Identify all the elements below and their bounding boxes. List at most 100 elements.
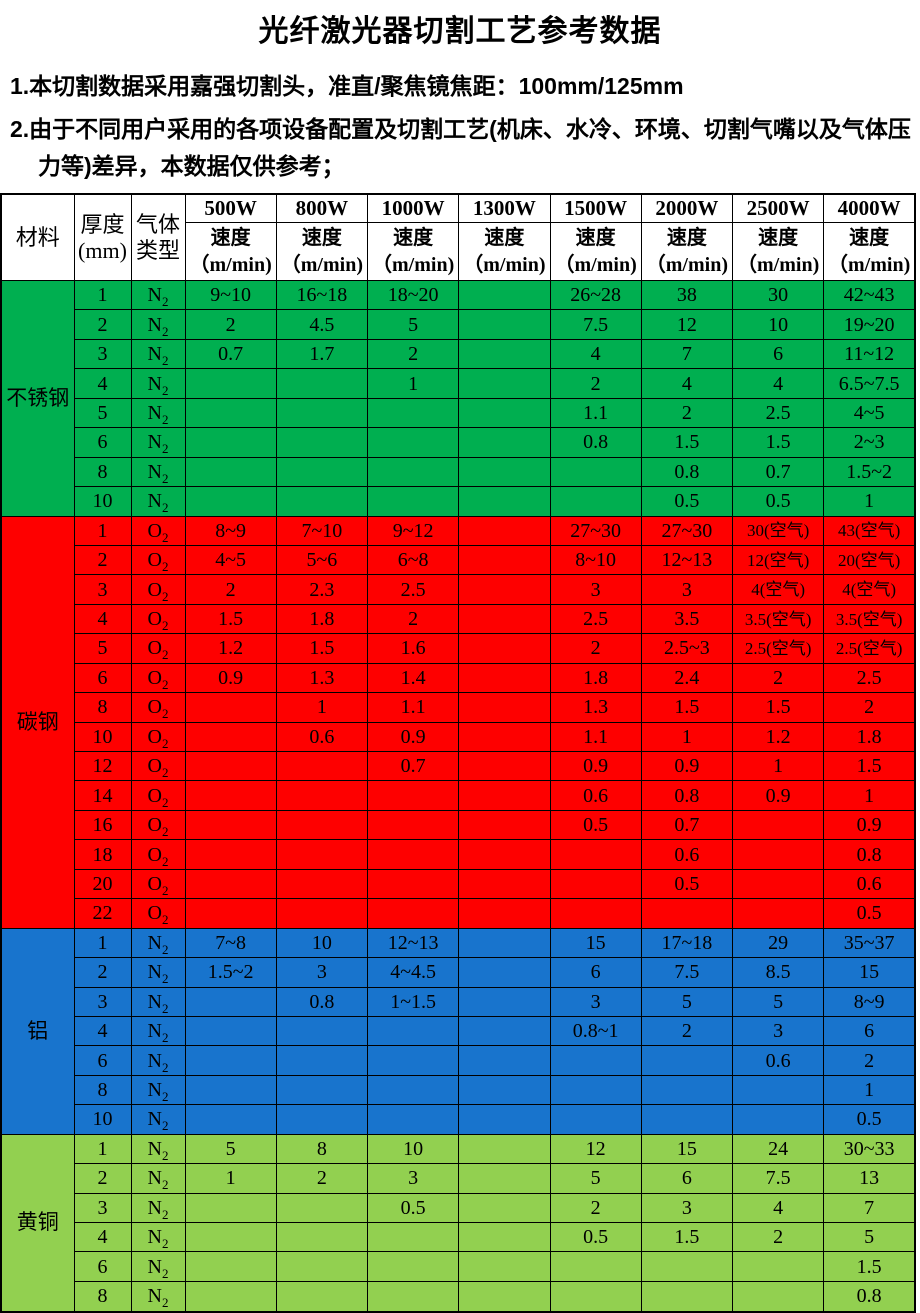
speed-cell [640, 1104, 734, 1135]
speed-cell [458, 750, 551, 782]
speed-cell: 2 [823, 1045, 916, 1076]
gas-cell: N2 [130, 309, 186, 340]
thickness-cell: 5 [73, 633, 132, 664]
speed-cell [275, 1015, 369, 1047]
speed-cell: 20(空气) [823, 544, 916, 576]
speed-cell: 2 [640, 1015, 734, 1047]
page: 光纤激光器切割工艺参考数据 1.本切割数据采用嘉强切割头，准直/聚焦镜焦距：10… [0, 6, 920, 1313]
speed-cell [366, 1280, 460, 1313]
gas-cell: N2 [130, 1280, 186, 1313]
speed-cell [184, 750, 277, 782]
speed-cell [366, 427, 460, 458]
speed-cell: 1.2 [731, 721, 825, 753]
speed-cell: 4~4.5 [366, 957, 460, 988]
speed-cell [640, 1074, 734, 1106]
thickness-cell: 18 [73, 839, 132, 870]
gas-cell: O2 [130, 574, 186, 605]
thickness-cell: 4 [73, 603, 132, 635]
speed-cell: 3 [731, 1015, 825, 1047]
thickness-cell: 6 [73, 427, 132, 458]
speed-cell [458, 957, 551, 988]
table-row: 碳钢 1 O2 8~9 7~10 9~12 27~30 27~30 30(空气) 43(空气) [0, 515, 916, 929]
speed-cell [549, 1251, 642, 1282]
speed-cell: 2.4 [640, 662, 734, 694]
speed-cell: 19~20 [823, 309, 916, 340]
speed-cell: 3.5(空气) [731, 603, 825, 635]
table-row: 6 O2 0.9 1.3 1.4 1.8 2.4 2 2.5 [1, 662, 916, 694]
speed-cell: 2.5~3 [640, 633, 734, 664]
speed-cell [640, 1280, 734, 1313]
speed-cell: 3 [640, 1192, 734, 1224]
speed-cell: 1.3 [275, 662, 369, 694]
table-row: 黄铜 1 N2 5 8 10 12 15 24 30~33 [0, 1133, 916, 1313]
table-row: 2 N2 1 2 3 5 6 7.5 13 [1, 1163, 916, 1194]
speed-cell: 12(空气) [731, 544, 825, 576]
speed-cell: 3 [549, 986, 642, 1017]
speed-cell: 27~30 [640, 515, 734, 546]
gas-cell: O2 [130, 780, 186, 811]
speed-cell [731, 1074, 825, 1106]
speed-cell [458, 603, 551, 635]
speed-cell: 0.7 [640, 809, 734, 841]
speed-cell: 30 [731, 279, 825, 311]
speed-cell: 0.6 [823, 868, 916, 900]
speed-cell [184, 1104, 277, 1135]
speed-cell [458, 692, 551, 723]
speed-cell: 1.5 [731, 692, 825, 723]
speed-cell [549, 1074, 642, 1106]
table-row: 3 N2 0.5 2 3 4 7 [1, 1192, 916, 1224]
table-body: 不锈钢 1 N2 9~10 16~18 18~20 26~28 38 30 42~43 2 N2 2 4.… [0, 279, 916, 1313]
header-power-2000w: 2000W [640, 193, 734, 223]
speed-cell: 18~20 [366, 279, 460, 311]
speed-cell: 0.9 [640, 750, 734, 782]
speed-cell [184, 986, 277, 1017]
table-row: 8 N2 1 [1, 1074, 916, 1106]
speed-cell: 29 [731, 927, 825, 959]
speed-cell: 2 [366, 338, 460, 370]
gas-cell: N2 [130, 1251, 186, 1282]
table-row: 8 N2 0.8 [1, 1280, 916, 1313]
speed-cell [731, 868, 825, 900]
speed-cell: 3.5(空气) [823, 603, 916, 635]
speed-cell [275, 868, 369, 900]
speed-cell: 12 [640, 309, 734, 340]
speed-cell [366, 839, 460, 870]
speed-cell: 2 [184, 574, 277, 605]
speed-cell [184, 397, 277, 429]
speed-cell: 8~9 [184, 515, 277, 546]
gas-cell: N2 [130, 486, 186, 517]
thickness-cell: 4 [73, 368, 132, 399]
gas-cell: O2 [130, 750, 186, 782]
speed-cell: 1.1 [366, 692, 460, 723]
speed-cell: 6 [549, 957, 642, 988]
gas-cell: O2 [130, 809, 186, 841]
thickness-cell: 1 [73, 1133, 132, 1165]
speed-cell: 8.5 [731, 957, 825, 988]
gas-cell: N2 [130, 1045, 186, 1076]
speed-cell: 15 [640, 1133, 734, 1165]
speed-cell [275, 809, 369, 841]
speed-cell [184, 1251, 277, 1282]
speed-cell: 2.5 [366, 574, 460, 605]
thickness-cell: 4 [73, 1221, 132, 1253]
speed-cell: 5 [366, 309, 460, 340]
speed-cell: 3 [640, 574, 734, 605]
speed-cell [731, 809, 825, 841]
table-row: 6 N2 0.8 1.5 1.5 2~3 [1, 427, 916, 458]
table-row: 18 O2 0.6 0.8 [1, 839, 916, 870]
speed-cell: 1.5 [640, 1221, 734, 1253]
speed-cell [458, 368, 551, 399]
gas-cell: O2 [130, 633, 186, 664]
speed-cell [458, 868, 551, 900]
header-speed-2000w: 速度 （m/min) [640, 222, 734, 281]
speed-cell: 7 [640, 338, 734, 370]
gas-cell: N2 [130, 1133, 186, 1165]
speed-cell: 5 [823, 1221, 916, 1253]
table-row: 5 N2 1.1 2 2.5 4~5 [1, 397, 916, 429]
speed-cell: 7.5 [731, 1163, 825, 1194]
speed-cell [366, 1251, 460, 1282]
speed-cell [184, 1192, 277, 1224]
speed-cell [549, 839, 642, 870]
speed-cell [549, 898, 642, 929]
table-row: 4 N2 0.5 1.5 2 5 [1, 1221, 916, 1253]
